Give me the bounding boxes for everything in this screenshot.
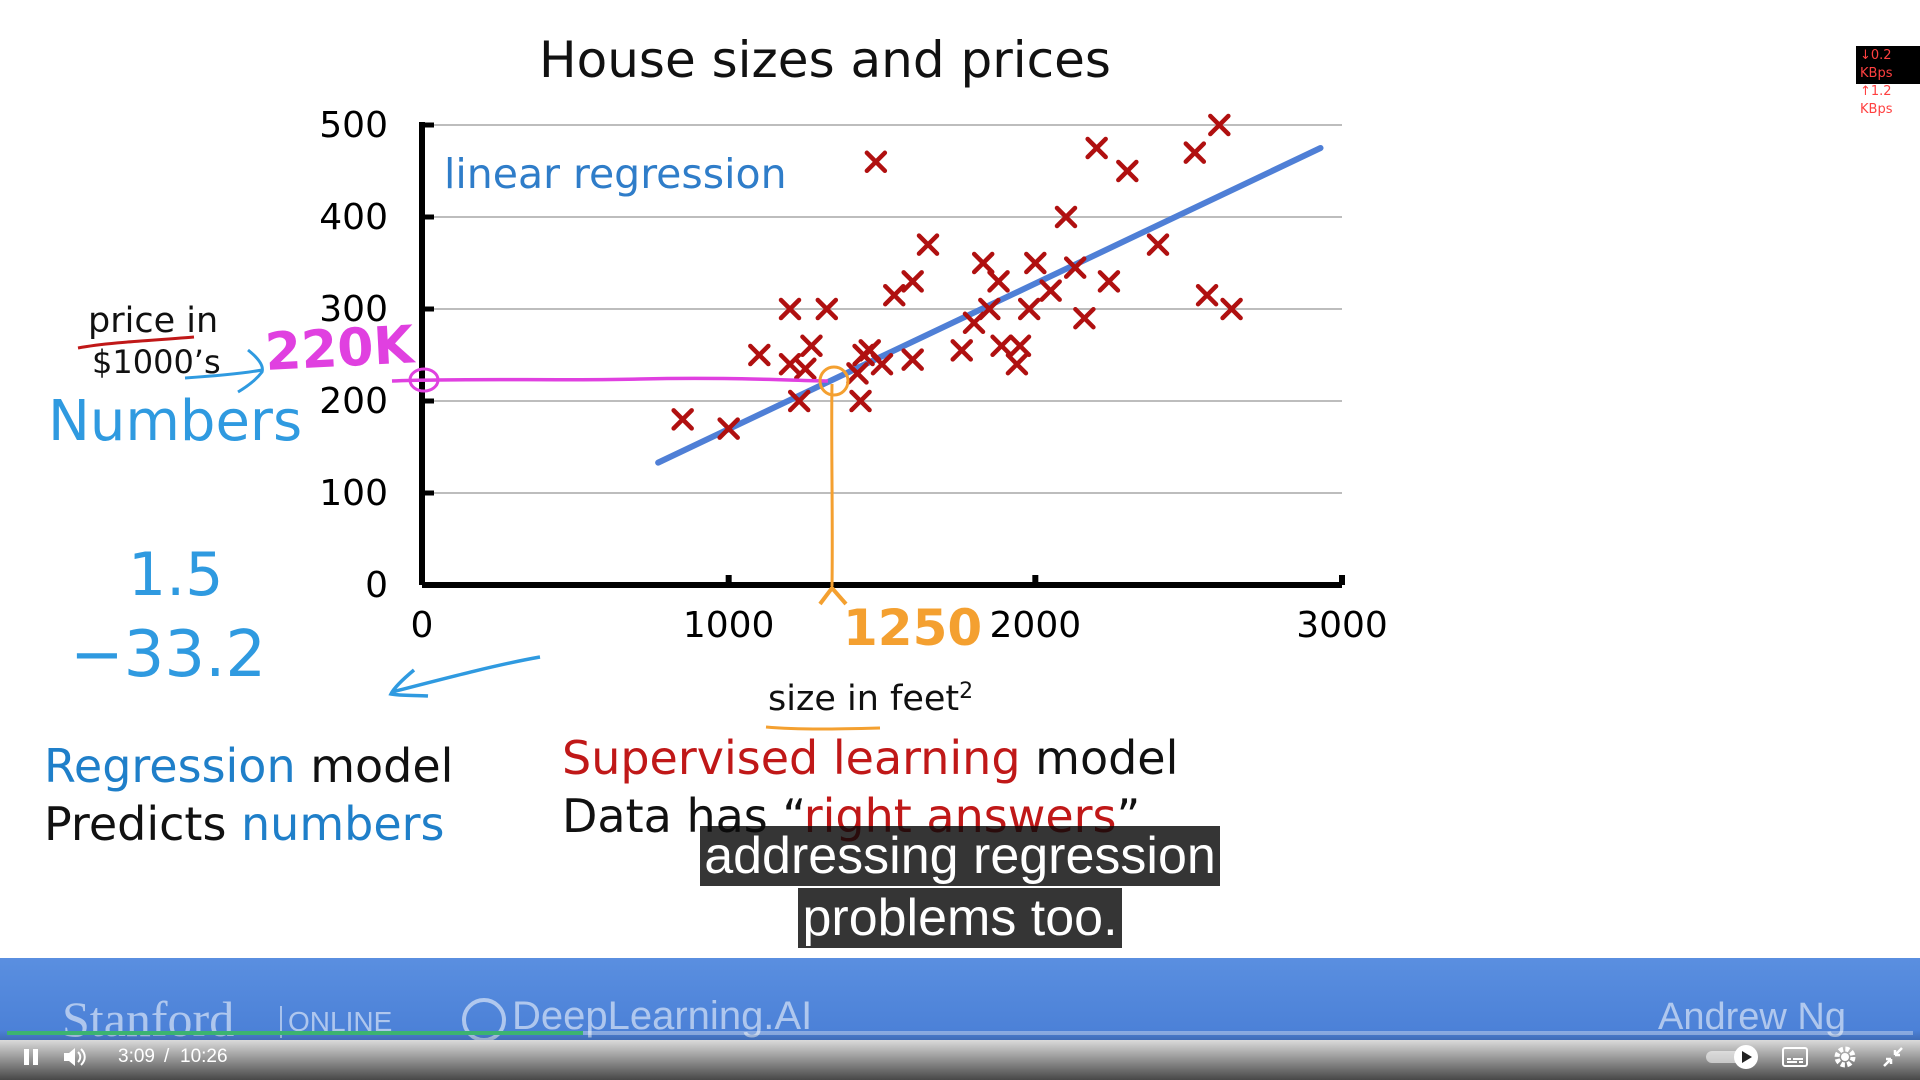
example-number-1: 1.5	[128, 540, 223, 610]
download-rate: ↓0.2 KBps	[1860, 48, 1893, 81]
duration: 10:26	[180, 1046, 228, 1067]
y-tick-label: 100	[319, 473, 388, 514]
data-point	[717, 417, 740, 440]
price-intercept-circle	[408, 367, 440, 393]
regression-model-line: Regression model	[44, 739, 453, 793]
data-point	[870, 352, 894, 376]
size-arrow	[818, 584, 848, 606]
data-point	[1195, 283, 1219, 307]
data-point	[1005, 352, 1029, 376]
data-point	[1017, 297, 1041, 321]
data-point	[1208, 113, 1231, 137]
data-point	[1183, 141, 1207, 164]
data-point	[916, 233, 940, 256]
x-tick-label: 1000	[683, 605, 775, 646]
progress-fill	[7, 1031, 583, 1035]
x-tick-label: 0	[411, 605, 434, 646]
autoplay-toggle[interactable]	[1700, 1042, 1764, 1072]
scatter-plot: 0 100 200 300 400 500 0 1000 2000 3000	[319, 105, 1388, 646]
data-point	[1085, 136, 1108, 160]
volume-button[interactable]	[60, 1042, 90, 1072]
exit-fullscreen-button[interactable]	[1878, 1042, 1908, 1072]
prediction-size-line	[830, 383, 834, 587]
supervised-learning-line: Supervised learning model	[562, 731, 1178, 785]
data-point	[1116, 159, 1139, 183]
y-tick-label: 200	[319, 381, 388, 422]
data-point	[849, 389, 872, 413]
data-point	[971, 251, 995, 275]
data-point	[901, 270, 924, 293]
data-point	[883, 283, 906, 307]
current-time: 3:09	[118, 1046, 155, 1067]
y-tick-label: 300	[319, 289, 388, 330]
linear-regression-label: linear regression	[444, 150, 787, 198]
course-banner: Stanford ONLINE DeepLearning.AI Andrew N…	[0, 958, 1920, 1047]
player-controls	[0, 1030, 1920, 1080]
network-stats: ↓0.2 KBps ↑1.2 KBps	[1856, 46, 1920, 117]
chart-title: House sizes and prices	[539, 31, 1111, 89]
right-answers-line: Data has “right answers”	[562, 789, 1140, 843]
data-point	[1063, 256, 1087, 279]
data-point	[815, 297, 839, 321]
upload-rate: ↑1.2 KBps	[1860, 84, 1893, 117]
data-point	[1073, 306, 1096, 330]
autoplay-toggle-icon	[1706, 1045, 1758, 1069]
xaxis-pointer-arrow	[388, 655, 541, 698]
handwritten-annotations: 220K 1250 Numbers 1.5 −33.2	[48, 315, 982, 698]
subtitles-icon	[1782, 1047, 1808, 1067]
data-point	[1054, 205, 1078, 229]
ylabel-strike-mark	[77, 335, 195, 350]
xlabel-underline	[765, 725, 881, 731]
y-tick-label: 0	[365, 565, 388, 606]
data-point	[978, 297, 1001, 321]
size-value-handwritten: 1250	[843, 599, 982, 657]
pause-icon	[24, 1049, 38, 1065]
pause-button[interactable]	[16, 1042, 46, 1072]
prediction-point-circle	[818, 365, 850, 397]
regression-line	[655, 145, 1324, 466]
data-point	[990, 334, 1013, 358]
data-point	[787, 389, 811, 413]
data-point	[864, 150, 888, 174]
y-tick-label: 400	[319, 197, 388, 238]
data-point	[1220, 297, 1243, 321]
numbers-word-handwritten: Numbers	[48, 389, 302, 454]
data-point	[950, 339, 973, 362]
data-point	[987, 270, 1010, 293]
subtitles-button[interactable]	[1780, 1042, 1810, 1072]
settings-button[interactable]	[1830, 1042, 1860, 1072]
predicts-numbers-line: Predicts numbers	[44, 797, 445, 851]
ylabel-line2: $1000’s	[92, 343, 221, 381]
data-point	[1097, 270, 1121, 293]
time-separator: /	[164, 1046, 170, 1067]
data-point	[778, 297, 802, 321]
data-point	[1008, 334, 1032, 358]
x-tick-label: 2000	[990, 605, 1082, 646]
example-number-2: −33.2	[70, 618, 266, 692]
price-value-handwritten: 220K	[264, 315, 417, 383]
data-point	[1039, 279, 1062, 302]
data-point	[800, 334, 823, 358]
data-point	[671, 408, 694, 431]
settings-icon	[1834, 1046, 1856, 1068]
data-point	[748, 343, 771, 367]
progress-bar[interactable]	[7, 1031, 1913, 1035]
ylabel-arrow	[184, 348, 264, 394]
data-point	[846, 362, 869, 385]
prediction-price-line	[391, 376, 829, 383]
data-point	[794, 357, 817, 381]
data-point	[1146, 233, 1170, 256]
data-point	[901, 348, 924, 371]
y-tick-label: 500	[319, 105, 388, 146]
x-tick-label: 3000	[1296, 605, 1388, 646]
exit-fullscreen-icon	[1883, 1047, 1903, 1067]
xlabel: size in feet2	[768, 679, 973, 719]
data-point	[1024, 251, 1047, 275]
ylabel-line1: price in	[88, 301, 218, 341]
volume-icon	[64, 1048, 86, 1066]
